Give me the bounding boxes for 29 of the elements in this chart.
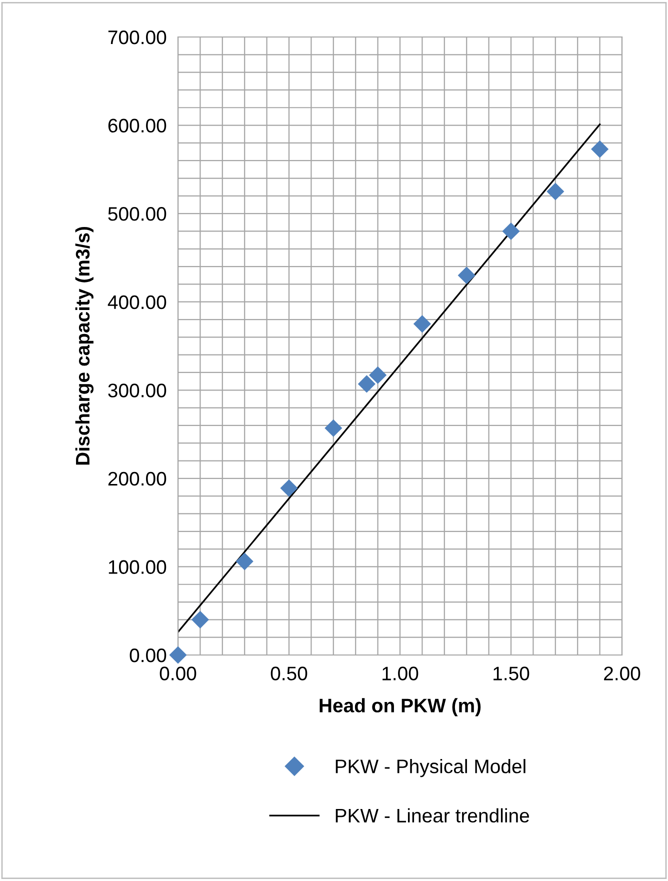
y-tick-label: 200.00 [108,472,166,486]
point [502,222,520,240]
point [191,610,209,628]
x-tick-label: 0.50 [270,666,308,680]
legend-label: PKW - Linear trendline [336,808,530,823]
x-tick-label: 1.00 [382,666,418,680]
y-tick-label: 600.00 [108,118,166,133]
y-tick-label: 400.00 [108,295,166,310]
legend-label: PKW - Physical Model [336,759,526,778]
x-axis-title: Head on PKW (m) [320,698,481,716]
point [369,366,387,384]
point [458,266,476,284]
point [324,419,342,437]
y-tick-label: 500.00 [108,207,166,221]
point [169,646,187,664]
point [358,375,376,393]
y-axis-title: Discharge capacity (m3/s) [75,226,94,465]
y-tick-label: 100.00 [108,560,166,574]
point [236,552,254,570]
point [280,479,298,497]
x-tick-label: 2.00 [604,666,640,680]
y-tick-label: 700.00 [108,30,166,44]
y-tick-label: 0.00 [130,648,166,662]
point [546,182,564,200]
x-tick-label: 1.50 [494,666,530,680]
y-tick-label: 300.00 [108,384,166,398]
point [413,315,431,333]
x-tick-label: 0.00 [160,666,196,680]
point [591,140,609,158]
